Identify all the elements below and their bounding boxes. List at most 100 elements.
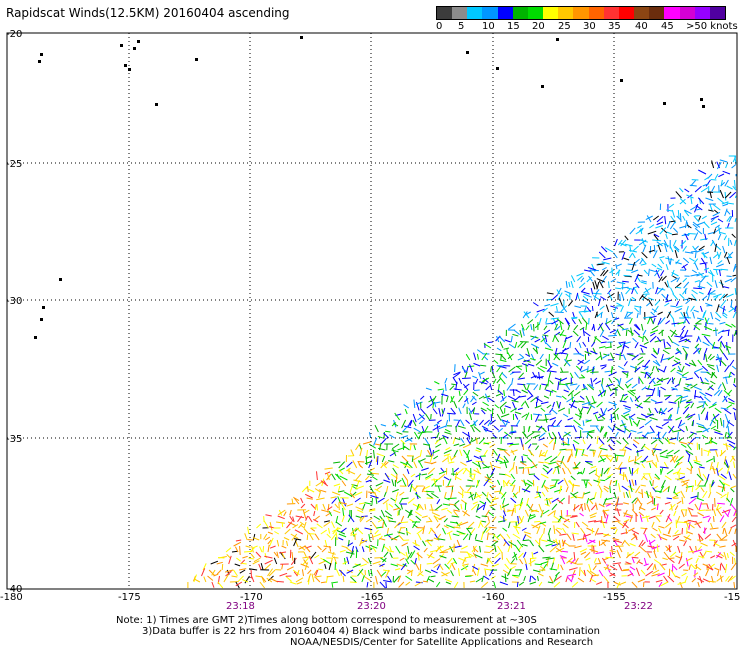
wind-barb	[273, 551, 278, 557]
wind-barb	[441, 507, 448, 511]
wind-barb	[466, 449, 470, 459]
wind-barb	[326, 472, 330, 481]
wind-barb	[584, 533, 591, 537]
wind-barb	[649, 462, 652, 469]
wind-barb	[292, 516, 295, 523]
wind-barb	[601, 520, 605, 529]
island-marker	[300, 36, 303, 39]
wind-barb	[554, 323, 558, 331]
wind-barb	[264, 536, 271, 541]
wind-barb	[416, 401, 420, 411]
wind-barb	[733, 446, 737, 451]
wind-barb	[393, 575, 400, 583]
wind-barb	[640, 569, 646, 575]
wind-barb	[459, 485, 465, 492]
wind-barb	[725, 162, 728, 169]
wind-barb	[504, 405, 511, 409]
wind-barb	[559, 555, 567, 559]
wind-barb	[400, 515, 405, 522]
wind-barb	[696, 404, 704, 409]
wind-barb	[514, 413, 519, 420]
wind-barb	[563, 360, 569, 367]
wind-barb	[720, 407, 729, 410]
legend-swatch	[649, 7, 665, 19]
wind-barb	[684, 188, 690, 193]
wind-barb	[596, 278, 605, 283]
wind-barb	[673, 227, 679, 233]
wind-barb	[456, 468, 464, 475]
wind-barb	[453, 400, 458, 409]
wind-barb	[732, 274, 737, 277]
legend-swatch	[603, 7, 619, 19]
wind-barb	[616, 281, 626, 285]
wind-barb	[648, 268, 650, 277]
wind-barb	[342, 575, 345, 583]
wind-barb	[478, 419, 484, 426]
wind-barb	[579, 548, 588, 553]
wind-barb	[702, 473, 708, 481]
wind-barb	[373, 515, 380, 521]
wind-barb	[449, 385, 455, 391]
wind-barb	[378, 447, 386, 451]
wind-barb	[715, 327, 717, 337]
wind-barb	[664, 501, 671, 505]
wind-barb	[256, 523, 262, 529]
wind-barb	[694, 245, 699, 251]
wind-barb	[543, 395, 550, 399]
wind-barb	[453, 443, 460, 447]
wind-barb	[511, 484, 516, 493]
wind-barb	[717, 218, 724, 223]
wind-barb	[717, 502, 725, 505]
wind-barb	[652, 564, 656, 571]
wind-barb	[524, 466, 532, 469]
wind-barb	[482, 501, 487, 511]
wind-barb	[652, 250, 658, 259]
wind-barb	[301, 485, 309, 493]
wind-barb	[617, 545, 623, 553]
wind-barb	[696, 473, 704, 481]
wind-barb	[252, 545, 258, 549]
wind-barb	[698, 467, 702, 477]
wind-barb	[523, 311, 530, 319]
wind-barb	[332, 491, 341, 496]
wind-barb	[524, 439, 532, 445]
wind-barb	[721, 382, 727, 391]
wind-barb	[609, 573, 616, 577]
wind-barb	[728, 471, 732, 481]
wind-barb	[650, 439, 658, 445]
wind-barb	[543, 527, 545, 534]
island-marker	[702, 105, 705, 108]
wind-barb	[454, 500, 460, 505]
wind-barb	[593, 291, 598, 301]
wind-barb	[494, 552, 501, 559]
wind-barb	[399, 521, 409, 524]
wind-barb	[493, 581, 496, 589]
wind-barb	[719, 293, 726, 301]
wind-barb	[465, 419, 470, 424]
wind-barb	[709, 203, 713, 212]
wind-barb	[401, 419, 407, 429]
wind-barb	[725, 459, 730, 469]
wind-barb	[697, 197, 705, 205]
wind-barb	[360, 563, 367, 567]
wind-barb	[486, 532, 489, 541]
wind-barb	[489, 419, 496, 425]
wind-barb	[544, 347, 554, 351]
wind-barb	[618, 269, 620, 277]
longitude-tick-label: -170	[240, 592, 263, 603]
wind-barb	[659, 563, 666, 571]
wind-barb	[705, 263, 707, 273]
wind-barb	[685, 485, 689, 493]
wind-barb	[593, 491, 597, 499]
wind-barb	[636, 417, 646, 421]
wind-barb	[703, 352, 706, 361]
wind-barb	[636, 467, 639, 475]
wind-barb	[290, 557, 297, 566]
wind-barb	[682, 265, 687, 271]
wind-barb	[669, 257, 672, 266]
wind-barb	[716, 461, 719, 470]
wind-barb	[430, 461, 437, 465]
wind-barb	[533, 551, 539, 555]
wind-barb	[716, 304, 720, 313]
wind-barb	[491, 371, 496, 379]
